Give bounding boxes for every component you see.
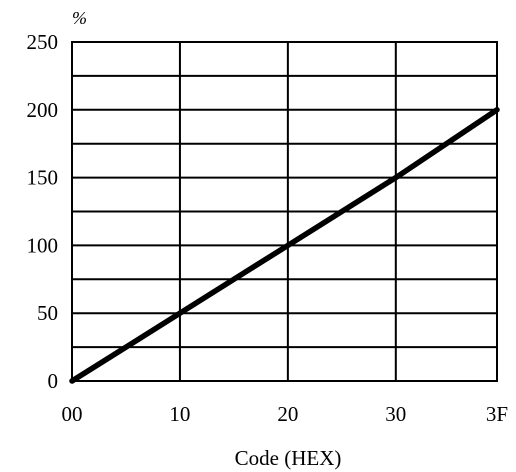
series-line-0	[69, 107, 500, 384]
plot-frame	[71, 41, 498, 382]
y-tick-label-50: 50	[37, 301, 58, 325]
grid	[72, 42, 497, 381]
x-tick-label-10: 10	[169, 402, 190, 426]
x-tick-label-30: 30	[385, 402, 406, 426]
series-layer	[69, 107, 500, 384]
y-tick-label-150: 150	[27, 166, 59, 190]
x-tick-label-20: 20	[277, 402, 298, 426]
x-tick-label-00: 00	[62, 402, 83, 426]
y-axis-ticks: 0 50 100 150 200 250	[27, 30, 59, 393]
x-tick-label-3F: 3F	[486, 402, 508, 426]
y-tick-label-100: 100	[27, 233, 59, 257]
y-axis-unit-label: %	[72, 8, 87, 28]
x-axis-label: Code (HEX)	[235, 446, 342, 470]
y-tick-label-250: 250	[27, 30, 59, 54]
x-axis-ticks: 00 10 20 30 3F	[62, 402, 509, 426]
y-tick-label-0: 0	[48, 369, 59, 393]
y-tick-label-200: 200	[27, 98, 59, 122]
